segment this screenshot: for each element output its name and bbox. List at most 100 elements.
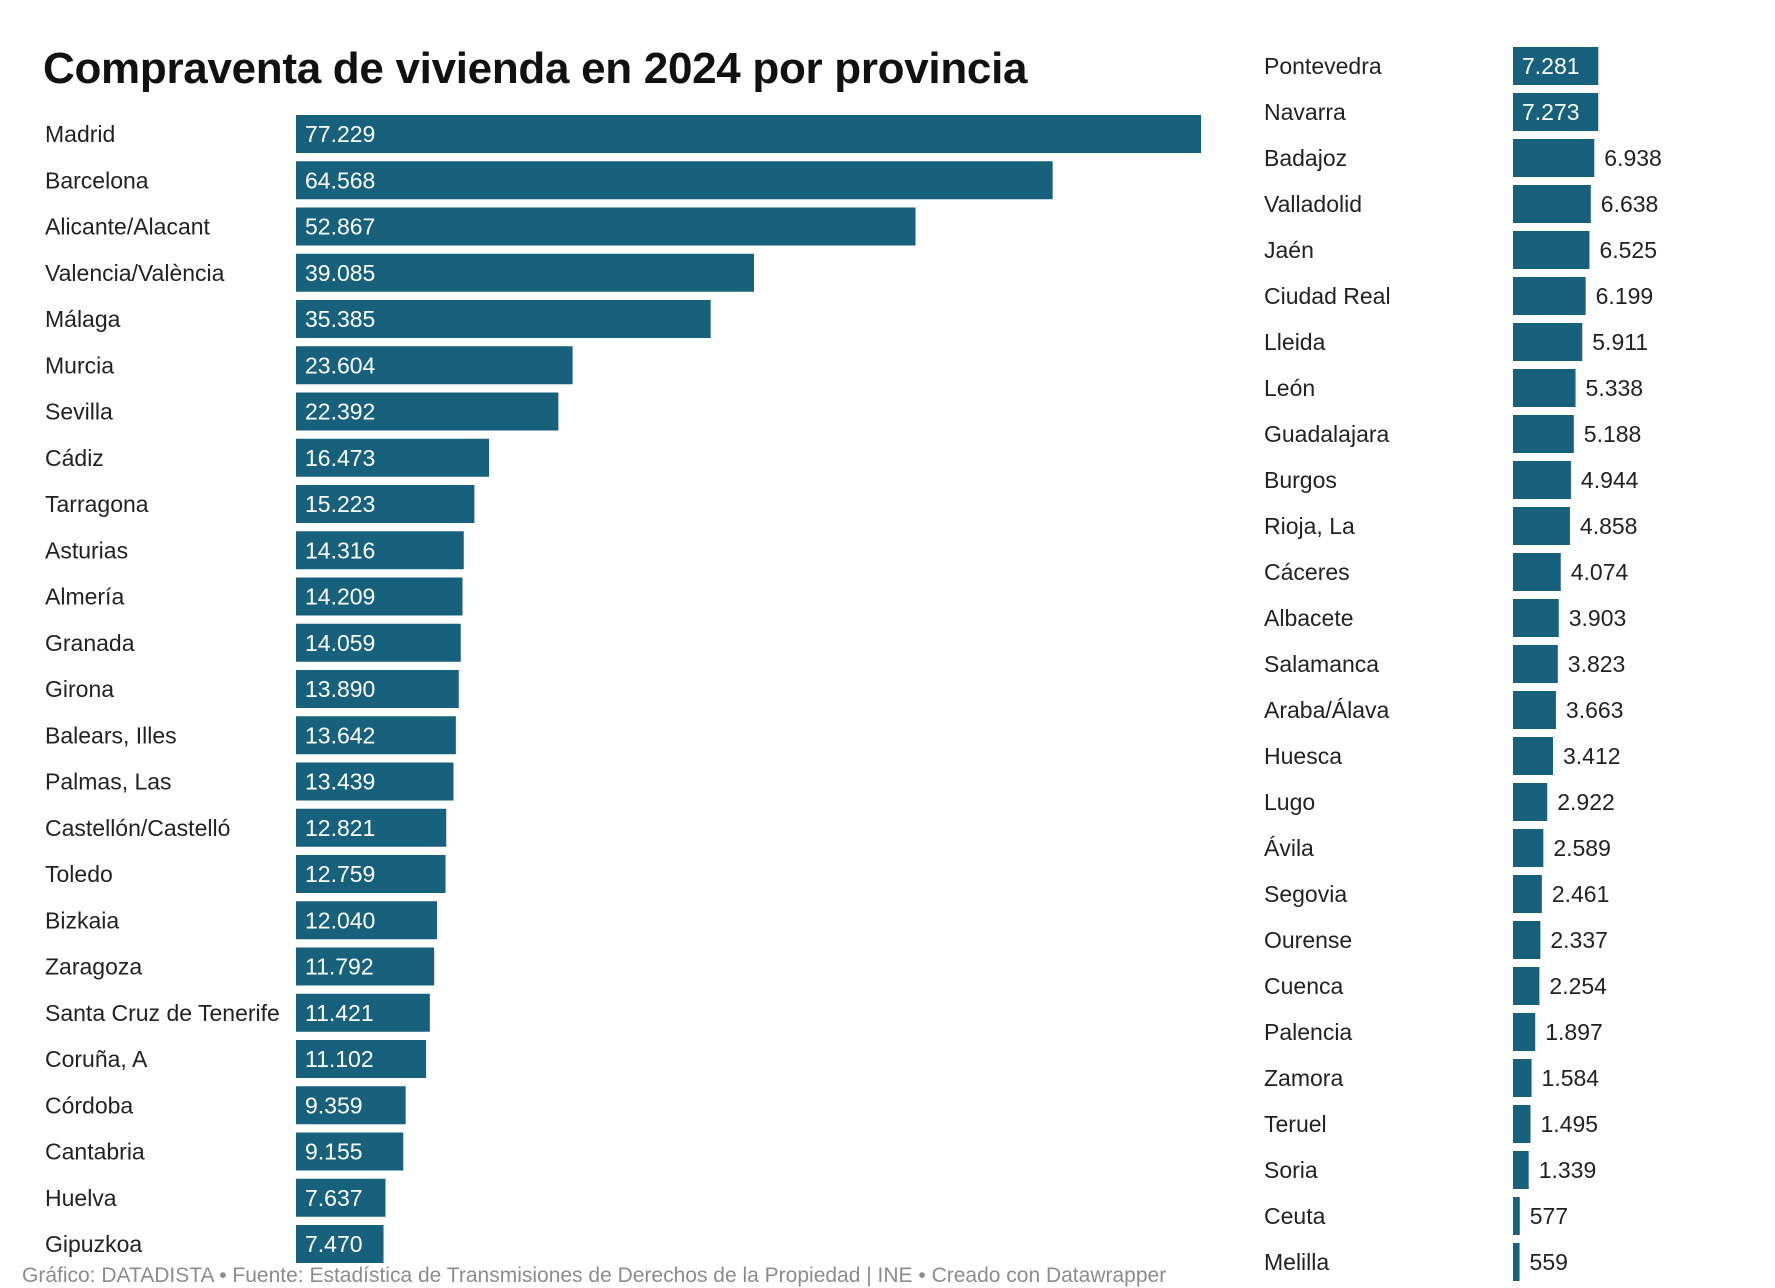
category-label: Huesca: [1264, 743, 1342, 769]
category-label: Badajoz: [1264, 145, 1347, 171]
category-label: Girona: [45, 676, 114, 702]
category-label: Coruña, A: [45, 1046, 148, 1072]
value-label: 16.473: [305, 445, 375, 471]
bar: [296, 1086, 406, 1125]
bar: [296, 161, 1053, 200]
category-label: Araba/Álava: [1264, 697, 1390, 723]
value-label: 6.525: [1599, 237, 1657, 263]
bar: [1513, 185, 1591, 223]
category-label: Palencia: [1264, 1019, 1352, 1045]
value-label: 7.470: [305, 1231, 363, 1257]
bar: [1513, 415, 1574, 453]
value-label: 6.638: [1601, 191, 1659, 217]
category-label: Valladolid: [1264, 191, 1362, 217]
category-label: Balears, Illes: [45, 722, 177, 748]
category-label: Valencia/València: [45, 260, 225, 286]
category-label: Santa Cruz de Tenerife: [45, 1000, 280, 1026]
category-label: Asturias: [45, 537, 128, 563]
category-label: Jaén: [1264, 237, 1314, 263]
value-label: 13.439: [305, 769, 375, 795]
category-label: Salamanca: [1264, 651, 1379, 677]
category-label: Granada: [45, 630, 135, 656]
category-label: Albacete: [1264, 605, 1354, 631]
category-label: Burgos: [1264, 467, 1337, 493]
bar: [296, 207, 916, 246]
value-label: 23.604: [305, 352, 376, 378]
value-label: 13.890: [305, 676, 375, 702]
category-label: Barcelona: [45, 167, 149, 193]
bar: [1513, 93, 1599, 131]
bar: [1513, 323, 1583, 361]
category-label: Bizkaia: [45, 907, 119, 933]
category-label: Tarragona: [45, 491, 149, 517]
bar: [1513, 1059, 1532, 1097]
bar: [1513, 967, 1540, 1005]
category-label: Segovia: [1264, 881, 1347, 907]
bar: [1513, 277, 1586, 315]
category-label: Zaragoza: [45, 954, 142, 980]
value-label: 13.642: [305, 722, 375, 748]
value-label: 4.074: [1571, 559, 1629, 585]
bar: [296, 531, 464, 570]
value-label: 77.229: [305, 121, 375, 147]
category-label: Sevilla: [45, 399, 113, 425]
bar: [1513, 645, 1558, 683]
value-label: 35.385: [305, 306, 375, 332]
bar: [1513, 461, 1571, 499]
value-label: 2.589: [1553, 835, 1611, 861]
value-label: 64.568: [305, 167, 375, 193]
category-label: Castellón/Castelló: [45, 815, 230, 841]
bar: [296, 346, 573, 385]
category-label: Madrid: [45, 121, 115, 147]
bar: [296, 438, 490, 477]
bar: [296, 485, 475, 523]
category-label: Cáceres: [1264, 559, 1350, 585]
category-label: Teruel: [1264, 1111, 1327, 1137]
category-label: Gipuzkoa: [45, 1231, 142, 1257]
category-label: Almería: [45, 584, 124, 610]
value-label: 14.316: [305, 537, 375, 563]
bar: [1513, 1197, 1520, 1235]
value-label: 5.911: [1592, 329, 1648, 355]
value-label: 7.637: [305, 1185, 363, 1211]
bar: [296, 1178, 386, 1217]
bar: [1513, 139, 1595, 177]
bar: [1513, 1151, 1529, 1189]
bar: [1513, 1013, 1536, 1051]
value-label: 1.897: [1545, 1019, 1603, 1045]
value-label: 12.821: [305, 815, 375, 841]
bar: [1513, 921, 1541, 959]
bar: [1513, 507, 1570, 545]
value-label: 2.922: [1557, 789, 1615, 815]
bar: [296, 1040, 427, 1078]
bar: [1513, 47, 1599, 85]
value-label: 577: [1530, 1203, 1568, 1229]
value-label: 22.392: [305, 399, 375, 425]
bar: [1513, 829, 1544, 867]
category-label: Rioja, La: [1264, 513, 1355, 539]
bar: [1513, 737, 1553, 775]
value-label: 3.663: [1566, 697, 1624, 723]
bar: [296, 901, 438, 940]
bar: [1513, 875, 1542, 913]
bar: [1513, 1105, 1531, 1143]
value-label: 6.938: [1604, 145, 1662, 171]
bar: [296, 808, 447, 847]
category-label: Málaga: [45, 306, 121, 332]
bar: [296, 623, 461, 662]
value-label: 11.102: [305, 1046, 374, 1072]
value-label: 11.421: [305, 1000, 374, 1026]
value-label: 559: [1530, 1249, 1568, 1275]
chart-title: Compraventa de vivienda en 2024 por prov…: [43, 44, 1028, 93]
bar: [296, 392, 559, 431]
value-label: 39.085: [305, 260, 375, 286]
value-label: 15.223: [305, 491, 375, 517]
value-label: 9.359: [305, 1092, 363, 1118]
value-label: 9.155: [305, 1139, 363, 1165]
bar: [1513, 599, 1559, 637]
value-label: 12.759: [305, 861, 375, 887]
value-label: 1.584: [1542, 1065, 1600, 1091]
category-label: Córdoba: [45, 1092, 133, 1118]
category-label: Zamora: [1264, 1065, 1343, 1091]
